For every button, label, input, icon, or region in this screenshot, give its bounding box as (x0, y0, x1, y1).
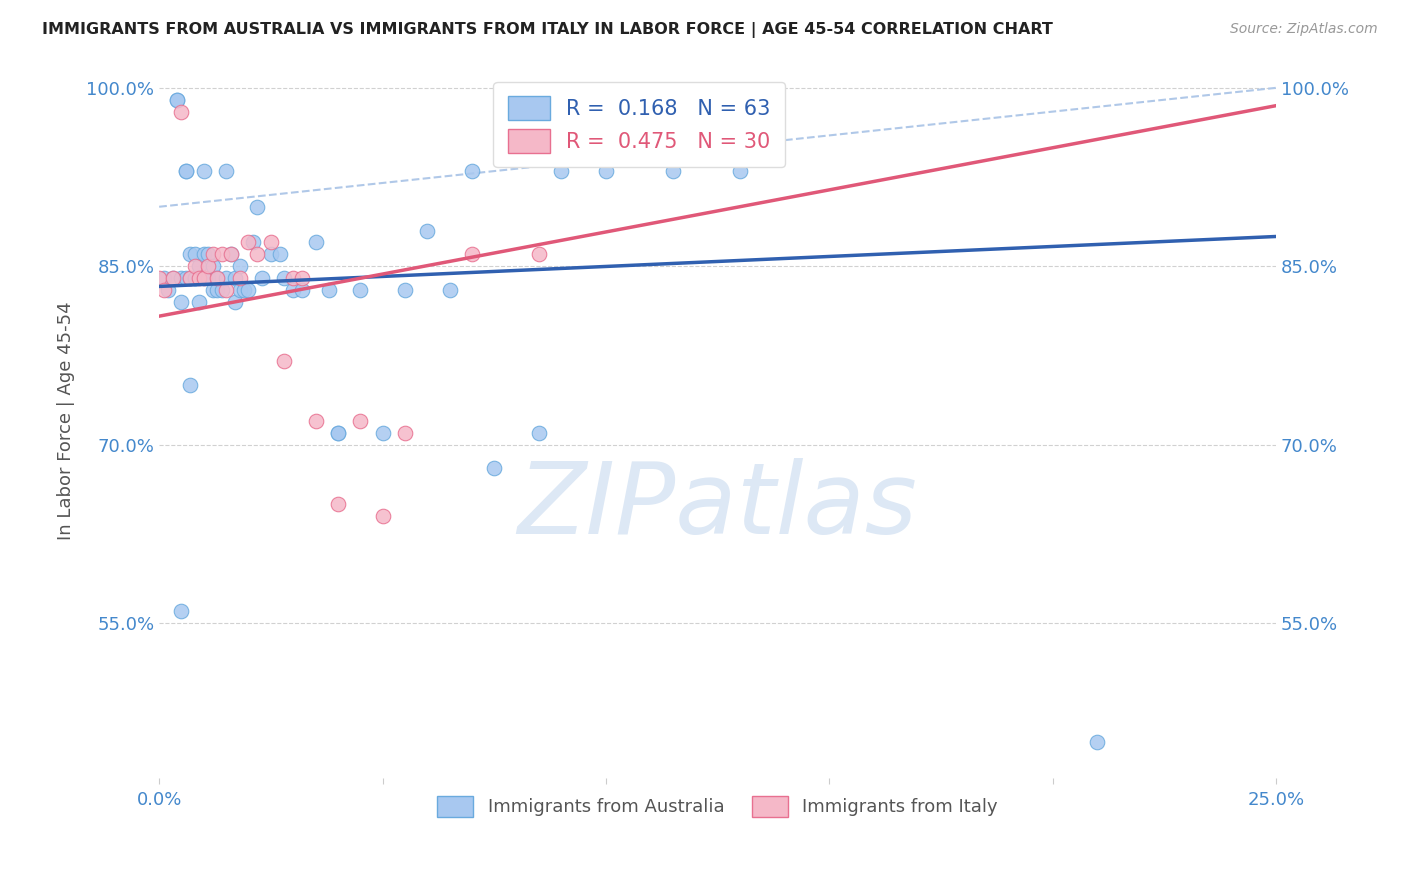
Point (152, 271, 174, 285)
Point (188, 259, 211, 273)
Point (224, 294, 246, 309)
Point (215, 271, 238, 285)
Point (166, 93, 188, 107)
Point (527, 247, 550, 261)
Point (283, 283, 305, 297)
Point (269, 247, 291, 261)
Point (550, 164, 572, 178)
Point (170, 294, 193, 309)
Point (179, 271, 201, 285)
Point (228, 259, 250, 273)
Point (201, 247, 224, 261)
Point (273, 354, 295, 368)
Point (188, 271, 211, 285)
Text: IMMIGRANTS FROM AUSTRALIA VS IMMIGRANTS FROM ITALY IN LABOR FORCE | AGE 45-54 CO: IMMIGRANTS FROM AUSTRALIA VS IMMIGRANTS … (42, 22, 1053, 38)
Point (283, 271, 305, 285)
Point (461, 164, 484, 178)
Point (326, 425, 349, 440)
Point (238, 235, 260, 250)
Point (371, 508, 394, 523)
Point (211, 247, 233, 261)
Point (273, 271, 295, 285)
Point (215, 164, 238, 178)
Point (184, 247, 207, 261)
Point (152, 283, 174, 297)
Point (304, 414, 326, 428)
Point (326, 497, 349, 511)
Point (751, 104, 773, 119)
Point (246, 247, 269, 261)
Point (188, 294, 211, 309)
Point (662, 164, 685, 178)
Point (197, 247, 219, 261)
Point (228, 283, 250, 297)
Point (728, 164, 751, 178)
Point (193, 271, 215, 285)
Point (394, 283, 416, 297)
Point (304, 235, 326, 250)
Point (1085, 735, 1108, 749)
Point (162, 271, 184, 285)
Point (246, 200, 269, 214)
Point (205, 283, 228, 297)
Point (174, 164, 197, 178)
Point (242, 235, 264, 250)
Point (219, 247, 242, 261)
Point (184, 271, 207, 285)
Point (233, 283, 256, 297)
Point (157, 283, 180, 297)
Point (371, 425, 394, 440)
Point (349, 283, 371, 297)
Point (224, 271, 246, 285)
Point (416, 223, 439, 237)
Point (179, 378, 201, 392)
Point (205, 271, 228, 285)
Point (166, 93, 188, 107)
Point (527, 425, 550, 440)
Point (260, 247, 283, 261)
Y-axis label: In Labor Force | Age 45-54: In Labor Force | Age 45-54 (58, 301, 75, 541)
Point (318, 283, 340, 297)
Legend: Immigrants from Australia, Immigrants from Italy: Immigrants from Australia, Immigrants fr… (429, 787, 1007, 826)
Point (197, 271, 219, 285)
Point (439, 283, 461, 297)
Point (193, 247, 215, 261)
Point (193, 164, 215, 178)
Point (211, 283, 233, 297)
Point (260, 235, 283, 250)
Point (482, 461, 505, 475)
Point (326, 425, 349, 440)
Point (170, 104, 193, 119)
Point (228, 271, 250, 285)
Point (201, 259, 224, 273)
Point (174, 271, 197, 285)
Point (394, 425, 416, 440)
Point (179, 247, 201, 261)
Point (219, 247, 242, 261)
Point (174, 164, 197, 178)
Point (170, 271, 193, 285)
Point (184, 259, 207, 273)
Point (349, 414, 371, 428)
Point (179, 271, 201, 285)
Point (162, 271, 184, 285)
Point (201, 283, 224, 297)
Text: ZIPatlas: ZIPatlas (517, 458, 918, 555)
Point (197, 259, 219, 273)
Point (238, 283, 260, 297)
Text: Source: ZipAtlas.com: Source: ZipAtlas.com (1230, 22, 1378, 37)
Point (250, 271, 273, 285)
Point (461, 247, 484, 261)
Point (291, 271, 314, 285)
Point (205, 271, 228, 285)
Point (291, 283, 314, 297)
Point (193, 271, 215, 285)
Point (215, 283, 238, 297)
Point (148, 271, 170, 285)
Point (595, 164, 617, 178)
Point (184, 271, 207, 285)
Point (170, 604, 193, 618)
Point (683, 104, 706, 119)
